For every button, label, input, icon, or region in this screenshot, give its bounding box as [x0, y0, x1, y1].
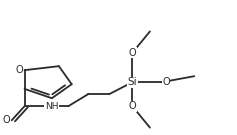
Text: O: O	[162, 77, 170, 87]
Text: O: O	[129, 101, 136, 111]
Text: O: O	[129, 48, 136, 58]
Text: Si: Si	[128, 77, 137, 87]
Text: NH: NH	[45, 102, 58, 111]
Text: O: O	[2, 115, 10, 125]
Text: O: O	[15, 65, 23, 75]
